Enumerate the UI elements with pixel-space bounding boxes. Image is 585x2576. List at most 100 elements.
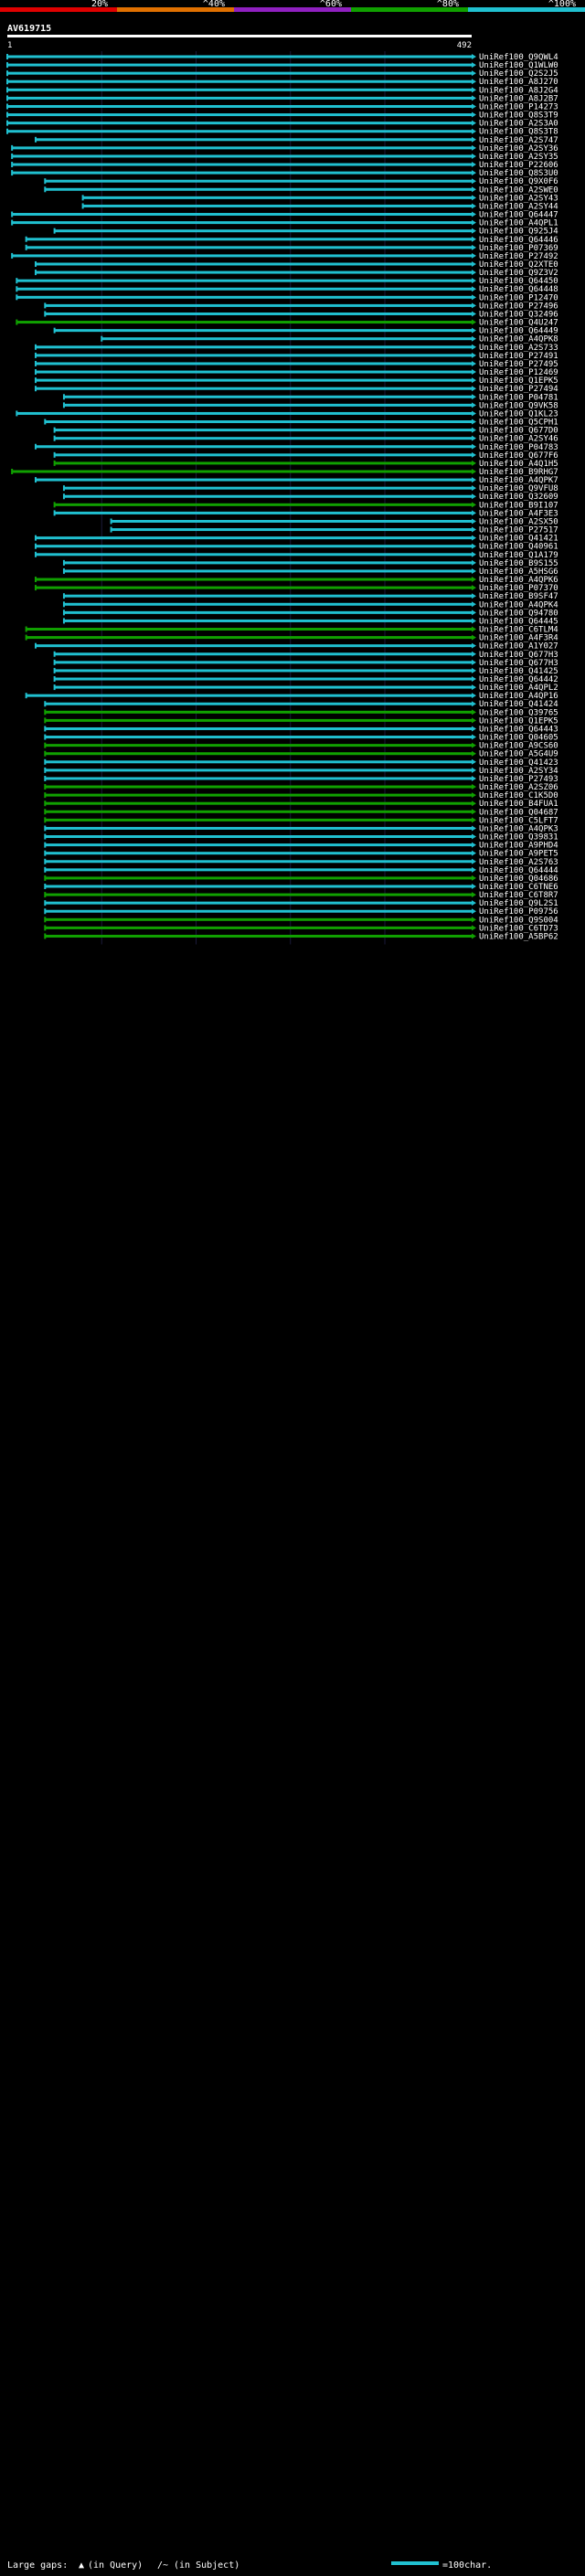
- hit-bar[interactable]: [54, 652, 473, 656]
- hit-label[interactable]: UniRef100_P04781: [479, 393, 558, 402]
- hit-bar[interactable]: [45, 710, 472, 714]
- hit-label[interactable]: UniRef100_A4F3E3: [479, 509, 558, 518]
- hit-label[interactable]: UniRef100_Q64447: [479, 211, 558, 220]
- hit-bar[interactable]: [63, 486, 472, 490]
- hit-label[interactable]: UniRef100_P07370: [479, 584, 558, 593]
- hit-label[interactable]: UniRef100_Q8S3U0: [479, 169, 558, 178]
- hit-bar[interactable]: [45, 934, 472, 938]
- hit-bar[interactable]: [35, 478, 472, 482]
- hit-label[interactable]: UniRef100_P27495: [479, 360, 558, 369]
- hit-label[interactable]: UniRef100_A4QPL1: [479, 219, 558, 228]
- hit-label[interactable]: UniRef100_A2SZ06: [479, 783, 558, 792]
- hit-bar[interactable]: [26, 238, 473, 241]
- hit-bar[interactable]: [35, 378, 472, 382]
- hit-bar[interactable]: [7, 88, 472, 91]
- hit-bar[interactable]: [35, 370, 472, 374]
- hit-label[interactable]: UniRef100_C5LFT7: [479, 816, 558, 825]
- hit-bar[interactable]: [16, 295, 473, 299]
- hit-bar[interactable]: [45, 702, 472, 705]
- hit-label[interactable]: UniRef100_Q64442: [479, 675, 558, 684]
- hit-label[interactable]: UniRef100_Q32496: [479, 310, 558, 319]
- hit-label[interactable]: UniRef100_A9PHD4: [479, 842, 558, 851]
- hit-label[interactable]: UniRef100_Q8S3T8: [479, 128, 558, 137]
- hit-bar[interactable]: [45, 860, 472, 864]
- hit-label[interactable]: UniRef100_Q64450: [479, 277, 558, 286]
- hit-label[interactable]: UniRef100_P14273: [479, 102, 558, 111]
- hit-bar[interactable]: [63, 494, 472, 498]
- hit-label[interactable]: UniRef100_A2S763: [479, 858, 558, 867]
- hit-label[interactable]: UniRef100_A2SX50: [479, 517, 558, 526]
- hit-bar[interactable]: [35, 262, 472, 266]
- hit-bar[interactable]: [63, 610, 472, 614]
- hit-label[interactable]: UniRef100_Q2XTE0: [479, 260, 558, 270]
- hit-bar[interactable]: [54, 329, 473, 333]
- hit-label[interactable]: UniRef100_A5BP62: [479, 932, 558, 941]
- hit-bar[interactable]: [7, 71, 472, 75]
- hit-bar[interactable]: [45, 760, 472, 764]
- hit-label[interactable]: UniRef100_A2SY46: [479, 435, 558, 444]
- hit-bar[interactable]: [63, 602, 472, 606]
- hit-label[interactable]: UniRef100_P27492: [479, 252, 558, 261]
- hit-label[interactable]: UniRef100_A2SY36: [479, 144, 558, 154]
- hit-bar[interactable]: [45, 835, 472, 839]
- hit-bar[interactable]: [7, 104, 472, 108]
- hit-label[interactable]: UniRef100_Q64448: [479, 285, 558, 294]
- hit-label[interactable]: UniRef100_A8J2G4: [479, 86, 558, 95]
- hit-bar[interactable]: [63, 395, 472, 398]
- hit-bar[interactable]: [7, 55, 472, 58]
- hit-bar[interactable]: [35, 586, 472, 589]
- hit-bar[interactable]: [35, 362, 472, 366]
- hit-label[interactable]: UniRef100_Q5CPH1: [479, 419, 558, 428]
- hit-bar[interactable]: [12, 154, 473, 158]
- hit-bar[interactable]: [45, 312, 472, 315]
- hit-label[interactable]: UniRef100_Q9VFU8: [479, 484, 558, 493]
- hit-label[interactable]: UniRef100_C6TNE6: [479, 883, 558, 892]
- hit-bar[interactable]: [45, 785, 472, 789]
- hit-bar[interactable]: [12, 146, 473, 150]
- hit-label[interactable]: UniRef100_C6T8R7: [479, 891, 558, 900]
- hit-label[interactable]: UniRef100_C6TLM4: [479, 626, 558, 635]
- hit-bar[interactable]: [12, 221, 473, 225]
- hit-label[interactable]: UniRef100_P12469: [479, 368, 558, 377]
- hit-bar[interactable]: [35, 445, 472, 449]
- hit-label[interactable]: UniRef100_Q1A179: [479, 551, 558, 560]
- hit-label[interactable]: UniRef100_A2SY44: [479, 202, 558, 211]
- hit-bar[interactable]: [54, 453, 473, 457]
- hit-bar[interactable]: [7, 80, 472, 83]
- hit-bar[interactable]: [45, 793, 472, 797]
- hit-label[interactable]: UniRef100_Q04687: [479, 808, 558, 817]
- hit-bar[interactable]: [26, 636, 473, 640]
- hit-bar[interactable]: [54, 511, 473, 514]
- hit-bar[interactable]: [26, 246, 473, 249]
- hit-label[interactable]: UniRef100_Q39831: [479, 833, 558, 843]
- hit-label[interactable]: UniRef100_Q32609: [479, 493, 558, 502]
- hit-label[interactable]: UniRef100_Q04686: [479, 875, 558, 884]
- hit-bar[interactable]: [54, 461, 473, 465]
- hit-label[interactable]: UniRef100_Q40961: [479, 543, 558, 552]
- hit-label[interactable]: UniRef100_P04783: [479, 443, 558, 452]
- hit-label[interactable]: UniRef100_A5G4U9: [479, 750, 558, 759]
- hit-bar[interactable]: [45, 801, 472, 805]
- hit-label[interactable]: UniRef100_Q2S2J5: [479, 69, 558, 79]
- hit-label[interactable]: UniRef100_A5HSG6: [479, 567, 558, 577]
- hit-label[interactable]: UniRef100_A2SWE0: [479, 186, 558, 195]
- hit-label[interactable]: UniRef100_A9CS60: [479, 742, 558, 751]
- hit-bar[interactable]: [54, 229, 473, 233]
- hit-bar[interactable]: [45, 420, 472, 424]
- hit-bar[interactable]: [63, 569, 472, 573]
- hit-bar[interactable]: [45, 868, 472, 872]
- hit-bar[interactable]: [26, 694, 473, 697]
- hit-bar[interactable]: [12, 163, 473, 166]
- hit-bar[interactable]: [45, 744, 472, 747]
- hit-bar[interactable]: [45, 893, 472, 896]
- hit-bar[interactable]: [16, 411, 473, 415]
- hit-label[interactable]: UniRef100_B9SF47: [479, 592, 558, 601]
- hit-bar[interactable]: [35, 354, 472, 357]
- hit-label[interactable]: UniRef100_A4Q1H5: [479, 460, 558, 469]
- hit-label[interactable]: UniRef100_C6TD73: [479, 924, 558, 933]
- hit-label[interactable]: UniRef100_A4QPK3: [479, 824, 558, 833]
- hit-label[interactable]: UniRef100_A4QP16: [479, 692, 558, 701]
- hit-bar[interactable]: [63, 403, 472, 407]
- hit-bar[interactable]: [7, 96, 472, 100]
- hit-label[interactable]: UniRef100_Q9S004: [479, 916, 558, 925]
